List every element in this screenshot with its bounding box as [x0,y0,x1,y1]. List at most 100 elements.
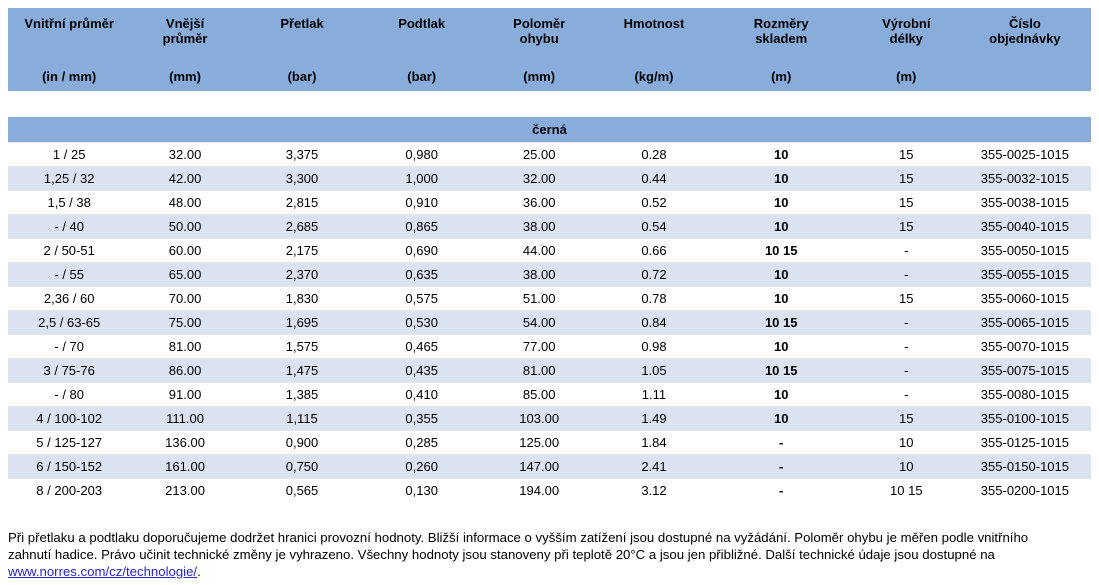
cell: 10 15 [708,238,854,263]
cell: 10 15 [708,310,854,335]
cell: - [708,454,854,479]
cell: 5 / 125-127 [8,430,131,455]
cell: 147.00 [479,454,600,479]
column-title: Poloměr ohybu [513,16,566,46]
cell: 355-0055-1015 [958,262,1091,287]
cell: 0.52 [599,190,709,215]
cell: 8 / 200-203 [8,478,131,502]
cell: 1.49 [599,406,709,431]
cell: - [708,430,854,455]
cell: 0,285 [364,430,480,455]
column-header-5: Hmotnost (kg/m) [599,8,709,91]
cell: 0.98 [599,334,709,359]
table-row: 5 / 125-127 136.00 0,900 0,285 125.00 1.84-10… [8,430,1091,455]
cell: 0.78 [599,286,709,311]
table-row: 1 / 25 32.00 3,375 0,980 25.00 0.28 10 15 355-00… [8,142,1091,167]
cell: 81.00 [130,334,240,359]
cell: 2.41 [599,454,709,479]
column-unit: (in / mm) [42,69,97,84]
spec-table: Vnitřní průměr (in / mm) Vnější průměr (mm)… [8,8,1091,502]
cell: 10 [708,214,854,239]
cell: - / 55 [8,262,131,287]
spacer-cell [8,91,1091,117]
cell: 32.00 [479,166,600,191]
cell: 1.84 [599,430,709,455]
cell: 70.00 [130,286,240,311]
cell: 0,130 [364,478,480,502]
cell: 1,575 [239,334,365,359]
table-row: 2,36 / 60 70.00 1,830 0,575 51.00 0.78 10 15 355… [8,286,1091,311]
table-row: 4 / 100-102 111.00 1,115 0,355 103.00 1.49 10 1… [8,406,1091,431]
column-unit: (m) [896,69,917,84]
cell: 355-0040-1015 [958,214,1091,239]
spacer-row [8,91,1091,117]
cell: 3 / 75-76 [8,358,131,383]
column-title: Vnější průměr [162,16,208,46]
cell: 10 15 [853,478,959,502]
cell: 0,750 [239,454,365,479]
footer-line-3: www.norres.com/cz/technologie/. [8,563,1091,580]
cell: 10 [853,430,959,455]
column-header-4: Poloměr ohybu (mm) [479,8,600,91]
cell: - / 40 [8,214,131,239]
cell: 355-0032-1015 [958,166,1091,191]
cell: 1,830 [239,286,365,311]
cell: 10 [708,382,854,407]
cell: 1,695 [239,310,365,335]
cell: 50.00 [130,214,240,239]
table-row: 1,25 / 32 42.00 3,300 1,000 32.00 0.44 10 15 355… [8,166,1091,191]
cell: - / 70 [8,334,131,359]
cell: 3,300 [239,166,365,191]
table-row: 2,5 / 63-65 75.00 1,695 0,530 54.00 0.84 10 15… [8,310,1091,335]
column-unit: (mm) [169,69,201,84]
cell: - [853,382,959,407]
cell: 0,690 [364,238,480,263]
cell: 355-0125-1015 [958,430,1091,455]
cell: 38.00 [479,214,600,239]
cell: 2 / 50-51 [8,238,131,263]
footer-link[interactable]: www.norres.com/cz/technologie/ [8,564,198,579]
cell: 0.28 [599,142,709,167]
table-row: 3 / 75-76 86.00 1,475 0,435 81.00 1.05 10 15-3… [8,358,1091,383]
cell: 355-0060-1015 [958,286,1091,311]
cell: 355-0200-1015 [958,478,1091,502]
cell: 25.00 [479,142,600,167]
column-unit: (bar) [407,69,437,84]
footer-line-1: Při přetlaku a podtlaku doporučujeme dod… [8,530,1029,545]
cell: 1.05 [599,358,709,383]
cell: 77.00 [479,334,600,359]
header-row: Vnitřní průměr (in / mm) Vnější průměr (mm)… [8,8,1091,91]
cell: 0.66 [599,238,709,263]
cell: 355-0080-1015 [958,382,1091,407]
cell: 0.84 [599,310,709,335]
cell: 15 [853,406,959,431]
cell: 36.00 [479,190,600,215]
cell: - [853,238,959,263]
cell: - [708,478,854,502]
column-title: Přetlak [280,16,324,31]
cell: 161.00 [130,454,240,479]
cell: 15 [853,190,959,215]
column-title: Podtlak [398,16,446,31]
cell: - / 80 [8,382,131,407]
cell: 0,465 [364,334,480,359]
section-header-cerna: černá [8,116,1091,143]
cell: 10 [708,166,854,191]
cell: 1,25 / 32 [8,166,131,191]
footer-line-2: zahnutí hadice. Právo učinit technické z… [8,547,995,562]
cell: - [853,334,959,359]
column-unit: (mm) [523,69,556,84]
cell: 15 [853,166,959,191]
cell: 10 [708,262,854,287]
cell: 54.00 [479,310,600,335]
cell: 0,530 [364,310,480,335]
cell: 0,435 [364,358,480,383]
column-header-8: Číslo objednávky [958,8,1091,91]
cell: 0,910 [364,190,480,215]
cell: 355-0065-1015 [958,310,1091,335]
cell: 10 [708,334,854,359]
column-title: Výrobní délky [882,16,931,46]
cell: 0,635 [364,262,480,287]
cell: 3.12 [599,478,709,502]
